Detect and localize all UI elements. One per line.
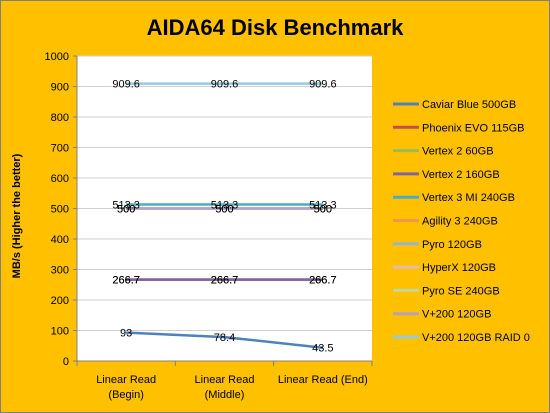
y-tick-label: 500 — [51, 204, 69, 216]
legend-label: Agility 3 240GB — [422, 216, 498, 228]
legend-label: HyperX 120GB — [422, 262, 496, 274]
data-label: 500 — [117, 204, 135, 216]
data-label: 500 — [314, 204, 332, 216]
data-label: 93 — [120, 328, 132, 340]
legend-label: Phoenix EVO 115GB — [422, 122, 525, 134]
legend-label: Caviar Blue 500GB — [422, 99, 516, 111]
y-tick-label: 1000 — [45, 51, 69, 63]
y-tick-label: 800 — [51, 112, 69, 124]
y-tick-label: 900 — [51, 82, 69, 94]
x-tick-label: Linear Read — [195, 374, 255, 386]
data-label: 513.3 — [309, 199, 337, 211]
data-label: 78.4 — [214, 332, 235, 344]
y-tick-label: 200 — [51, 295, 69, 307]
legend-label: V+200 120GB RAID 0 — [422, 332, 530, 344]
legend-label: Vertex 3 MI 240GB — [422, 192, 515, 204]
x-tick-label: Linear Read (End) — [278, 374, 368, 386]
data-label: 909.6 — [211, 79, 239, 91]
y-tick-label: 400 — [51, 234, 69, 246]
data-label: 266.7 — [211, 275, 239, 287]
y-tick-label: 100 — [51, 326, 69, 338]
data-label: 513.3 — [211, 199, 239, 211]
legend-label: Vertex 2 60GB — [422, 146, 494, 158]
x-tick-label: Linear Read — [96, 374, 156, 386]
data-label: 266.7 — [309, 275, 337, 287]
series-line — [126, 331, 323, 349]
data-label: 513.3 — [112, 199, 140, 211]
legend-label: Pyro 120GB — [422, 239, 482, 251]
y-tick-label: 0 — [63, 356, 69, 368]
data-label: 266.7 — [211, 275, 239, 287]
data-label: 266.7 — [112, 275, 140, 287]
legend-label: Pyro SE 240GB — [422, 285, 500, 297]
data-label: 500 — [117, 204, 135, 216]
legend-label: Vertex 2 160GB — [422, 169, 500, 181]
data-label: 43.5 — [312, 343, 333, 355]
data-label: 500 — [215, 204, 233, 216]
data-label: 500 — [215, 204, 233, 216]
data-label: 909.6 — [309, 79, 337, 91]
y-tick-label: 300 — [51, 265, 69, 277]
x-tick-label: (Begin) — [108, 389, 143, 401]
data-label: 266.7 — [112, 275, 140, 287]
x-tick-label: (Middle) — [205, 389, 245, 401]
legend-label: V+200 120GB — [422, 309, 491, 321]
data-label: 909.6 — [112, 79, 140, 91]
y-tick-label: 700 — [51, 143, 69, 155]
data-label: 266.7 — [309, 275, 337, 287]
y-tick-label: 600 — [51, 173, 69, 185]
chart-title: AIDA64 Disk Benchmark — [146, 15, 404, 40]
data-label: 500 — [314, 204, 332, 216]
